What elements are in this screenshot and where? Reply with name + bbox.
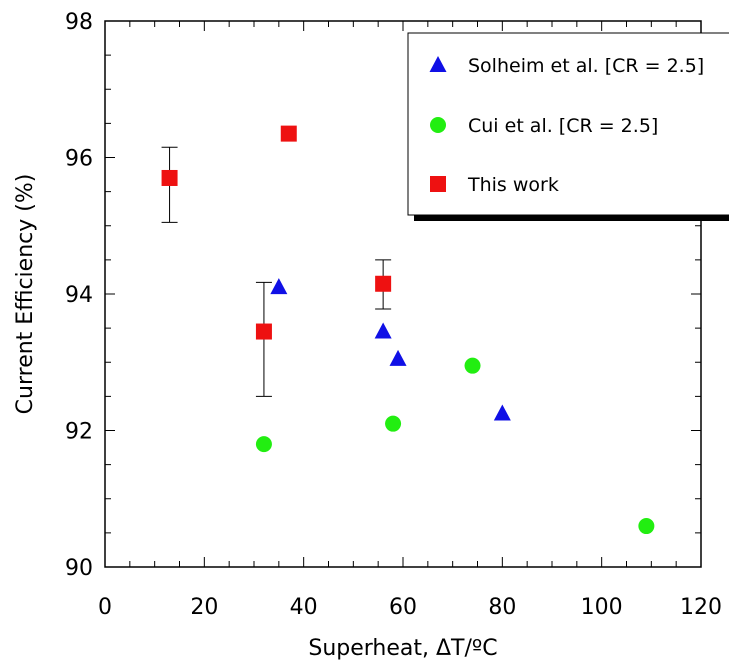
solheim-point bbox=[389, 349, 407, 366]
y-tick-label: 90 bbox=[65, 556, 93, 581]
data-points bbox=[161, 125, 655, 535]
y-tick-label: 96 bbox=[65, 147, 93, 172]
legend-box bbox=[407, 32, 729, 216]
x-tick-label: 60 bbox=[389, 595, 417, 620]
this-work-point bbox=[375, 275, 392, 292]
y-axis-label: Current Efficiency (%) bbox=[13, 174, 38, 415]
x-tick-label: 0 bbox=[98, 595, 112, 620]
legend-label-this-work: This work bbox=[467, 174, 559, 196]
legend-marker-solheim bbox=[429, 56, 447, 72]
legend-marker-cui bbox=[430, 117, 446, 133]
x-tick-label: 40 bbox=[290, 595, 318, 620]
cui-point bbox=[638, 518, 655, 535]
this-work-point bbox=[255, 323, 272, 340]
legend-marker-this-work bbox=[430, 176, 446, 192]
legend: Solheim et al. [CR = 2.5] Cui et al. [CR… bbox=[407, 32, 729, 221]
cui-point bbox=[464, 357, 481, 374]
solheim-point bbox=[374, 322, 392, 339]
cui-point bbox=[385, 415, 402, 432]
solheim-point bbox=[270, 278, 288, 295]
this-work-point bbox=[280, 125, 297, 142]
x-axis-label: Superheat, ΔT/ºC bbox=[308, 636, 497, 661]
x-tick-label: 20 bbox=[190, 595, 218, 620]
solheim-point bbox=[493, 404, 511, 421]
y-tick-label: 98 bbox=[65, 10, 93, 35]
x-tick-label: 120 bbox=[680, 595, 722, 620]
legend-label-solheim: Solheim et al. [CR = 2.5] bbox=[468, 55, 704, 77]
cui-point bbox=[255, 436, 272, 453]
y-tick-label: 92 bbox=[65, 420, 93, 445]
y-tick-label: 94 bbox=[65, 283, 93, 308]
legend-label-cui: Cui et al. [CR = 2.5] bbox=[468, 115, 658, 137]
x-tick-label: 80 bbox=[488, 595, 516, 620]
this-work-point bbox=[161, 169, 178, 186]
x-tick-label: 100 bbox=[581, 595, 623, 620]
axis-ticks: 0 20 40 60 80 100 120 90 92 94 96 98 bbox=[65, 10, 722, 620]
